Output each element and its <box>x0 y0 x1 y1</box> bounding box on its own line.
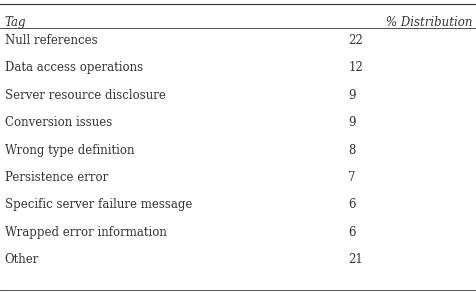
Text: Null references: Null references <box>5 34 97 47</box>
Text: 12: 12 <box>347 61 362 74</box>
Text: Tag: Tag <box>5 16 26 29</box>
Text: Persistence error: Persistence error <box>5 171 108 184</box>
Text: 9: 9 <box>347 116 355 129</box>
Text: 8: 8 <box>347 143 355 157</box>
Text: 6: 6 <box>347 226 355 239</box>
Text: % Distribution: % Distribution <box>385 16 471 29</box>
Text: Wrapped error information: Wrapped error information <box>5 226 166 239</box>
Text: 21: 21 <box>347 253 362 266</box>
Text: Server resource disclosure: Server resource disclosure <box>5 88 165 102</box>
Text: 22: 22 <box>347 34 362 47</box>
Text: Specific server failure message: Specific server failure message <box>5 199 192 211</box>
Text: Other: Other <box>5 253 39 266</box>
Text: 6: 6 <box>347 199 355 211</box>
Text: 9: 9 <box>347 88 355 102</box>
Text: 7: 7 <box>347 171 355 184</box>
Text: Wrong type definition: Wrong type definition <box>5 143 134 157</box>
Text: Data access operations: Data access operations <box>5 61 143 74</box>
Text: Conversion issues: Conversion issues <box>5 116 112 129</box>
